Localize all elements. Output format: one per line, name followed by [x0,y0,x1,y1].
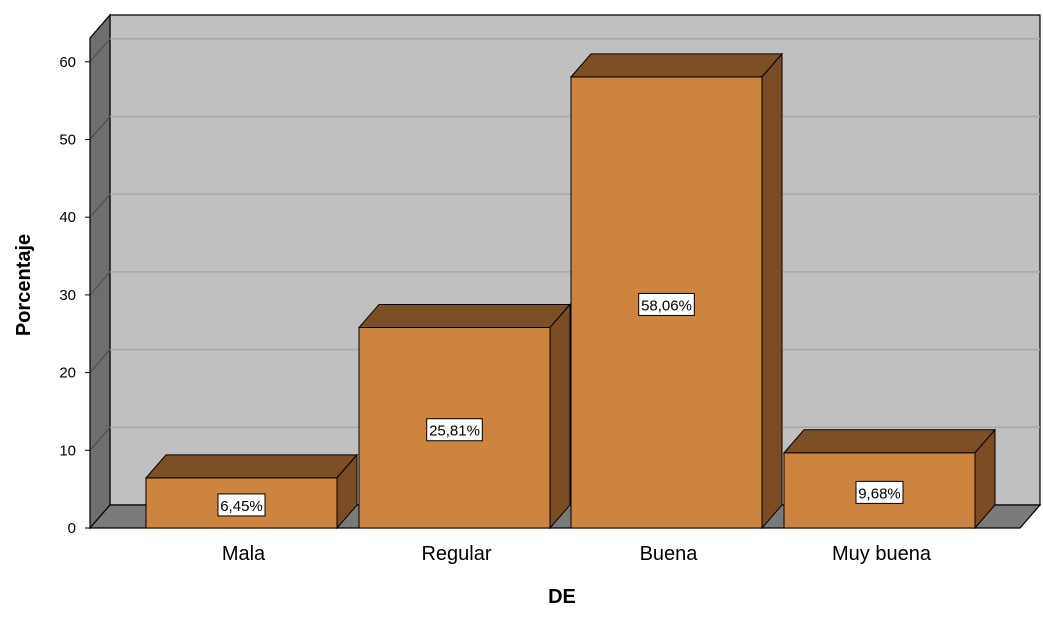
side-gridline-60 [89,38,111,63]
y-tick-label-0: 0 [68,520,76,537]
side-gridline-40 [89,193,111,218]
side-gridline-30 [89,271,111,296]
y-axis-title: Porcentaje [13,234,35,336]
data-label-box-2 [426,418,483,442]
side-gridline-10 [89,426,111,451]
side-gridline-20 [89,349,111,373]
bar-side-regular [549,303,571,530]
side-wall [89,13,111,530]
bar-top-regular [357,303,572,328]
bar-top-muy-buena [782,429,997,454]
data-label-4: 9,68% [858,485,901,502]
y-tick-label-50: 50 [59,132,76,149]
data-label-box-3 [638,292,695,316]
bar-side-mala [336,453,358,530]
data-label-3: 58,06% [641,297,692,314]
y-tick-label-40: 40 [59,209,76,226]
side-gridline-50 [89,116,111,140]
x-tick-label-4: Muy buena [832,543,932,565]
x-tick-label-1: Mala [222,543,266,565]
x-tick-label-2: Regular [421,543,491,565]
bar-top-mala [144,454,359,479]
y-tick-label-10: 10 [59,442,76,459]
data-label-2: 25,81% [429,423,480,440]
bar-side-buena [761,52,783,530]
data-label-box-1 [217,493,266,517]
y-tick-label-20: 20 [59,365,76,382]
y-tick-label-60: 60 [59,54,76,71]
bar-top-buena [569,53,784,78]
data-label-box-4 [855,480,904,504]
bar-side-muy-buena [974,428,996,530]
bar-buena [570,76,763,529]
x-tick-label-3: Buena [640,543,699,565]
y-tick-label-30: 30 [59,287,76,304]
x-axis-title: DE [548,586,576,608]
data-label-1: 6,45% [220,498,263,515]
